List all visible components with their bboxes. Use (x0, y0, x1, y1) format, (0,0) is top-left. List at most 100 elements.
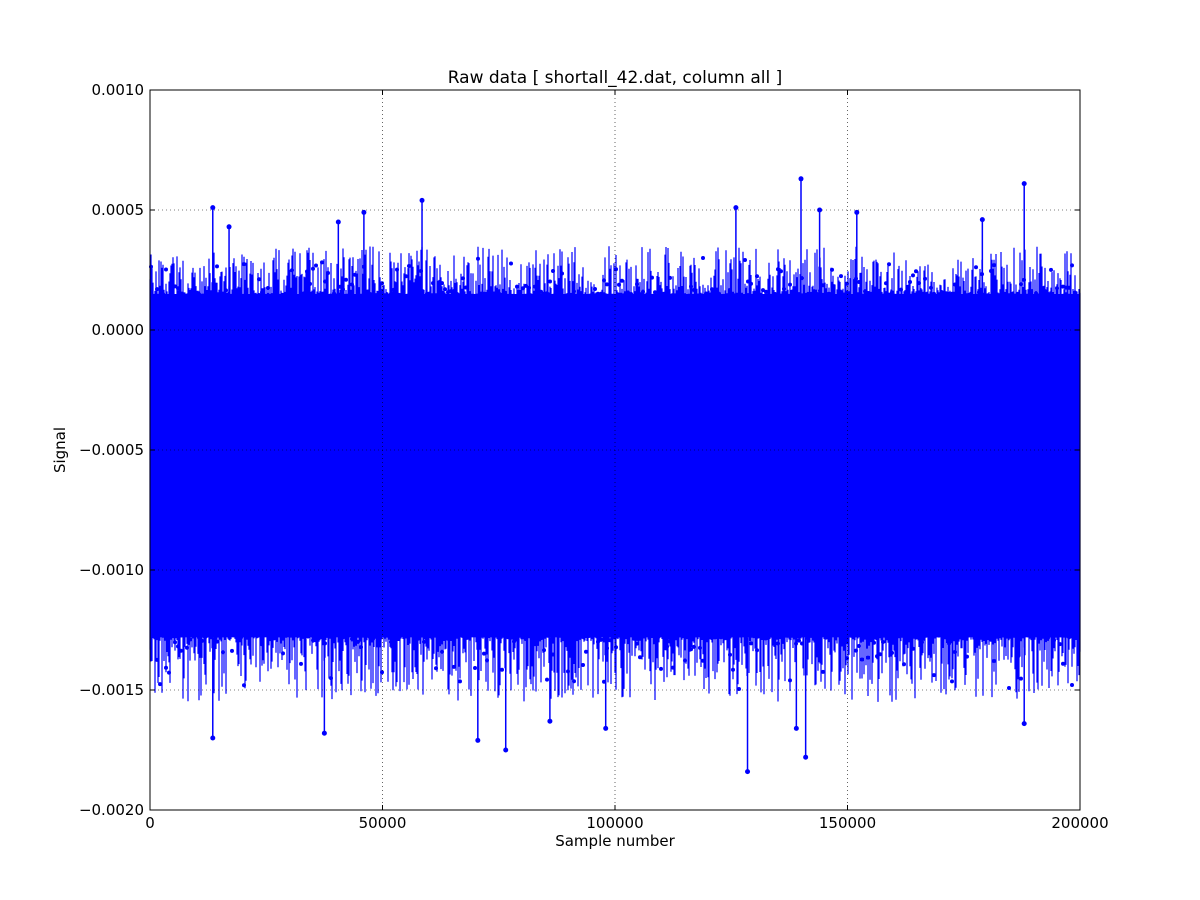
signal-marker (497, 291, 501, 296)
signal-marker (1070, 263, 1074, 268)
signal-marker (779, 269, 783, 274)
signal-marker (890, 650, 894, 655)
signal-marker (821, 669, 825, 674)
signal-marker (1043, 289, 1047, 294)
x-tick-label: 0 (145, 814, 155, 832)
signal-marker (215, 639, 219, 644)
signal-marker (728, 652, 732, 657)
y-tick-label: 0.0000 (92, 321, 145, 339)
signal-marker (572, 289, 576, 294)
signal-marker (368, 292, 372, 296)
signal-marker (200, 638, 204, 643)
signal-spike-marker (475, 737, 481, 743)
signal-marker (887, 262, 891, 267)
signal-spike-marker (979, 217, 985, 223)
signal-marker (425, 637, 429, 642)
signal-marker (392, 287, 396, 292)
signal-marker (710, 636, 714, 641)
signal-marker (857, 280, 861, 284)
signal-marker (974, 265, 978, 270)
signal-marker (551, 652, 555, 657)
signal-marker (1016, 291, 1020, 296)
signal-marker (443, 287, 447, 292)
signal-marker (260, 290, 264, 295)
signal-marker (533, 284, 537, 289)
signal-marker (245, 635, 249, 640)
signal-marker (527, 285, 531, 290)
signal-marker (515, 284, 519, 289)
signal-marker (701, 658, 705, 663)
y-tick-label: −0.0020 (79, 801, 144, 819)
signal-marker (155, 657, 159, 662)
signal-marker (716, 635, 720, 640)
signal-spike-marker (210, 735, 216, 741)
signal-marker (509, 261, 513, 266)
signal-marker (437, 642, 441, 647)
signal-marker (203, 635, 207, 640)
signal-marker (893, 635, 897, 640)
signal-marker (155, 287, 159, 292)
signal-marker (698, 645, 702, 650)
signal-marker (869, 291, 873, 296)
signal-marker (974, 636, 978, 641)
signal-marker (917, 635, 921, 640)
signal-marker (713, 635, 717, 640)
signal-marker (773, 292, 777, 296)
signal-marker (659, 291, 663, 295)
signal-marker (1067, 285, 1071, 290)
signal-marker (317, 635, 321, 640)
signal-marker (806, 635, 810, 640)
signal-marker (656, 635, 660, 640)
signal-marker (1067, 635, 1071, 640)
signal-marker (827, 291, 831, 296)
signal-marker (368, 635, 372, 640)
signal-marker (359, 645, 363, 650)
signal-marker (350, 637, 354, 641)
y-tick-label: 0.0010 (92, 81, 145, 99)
signal-marker (431, 281, 435, 286)
signal-marker (440, 649, 444, 654)
signal-marker (875, 654, 879, 659)
signal-marker (866, 291, 870, 295)
signal-marker (932, 291, 936, 296)
signal-marker (1016, 654, 1020, 659)
signal-marker (272, 636, 276, 641)
signal-marker (185, 645, 189, 650)
signal-marker (452, 289, 456, 293)
signal-marker (176, 644, 180, 649)
signal-marker (668, 275, 672, 280)
signal-marker (812, 636, 816, 641)
signal-marker (809, 291, 813, 296)
signal-marker (911, 646, 915, 651)
signal-marker (992, 659, 996, 663)
signal-marker (350, 282, 354, 287)
x-tick-label: 150000 (819, 814, 876, 832)
signal-marker (1061, 661, 1065, 666)
signal-marker (320, 260, 324, 265)
signal-marker (881, 640, 885, 644)
signal-marker (299, 661, 303, 666)
signal-marker (992, 263, 996, 268)
signal-marker (1001, 291, 1005, 295)
signal-marker (554, 288, 558, 293)
signal-marker (458, 679, 462, 684)
signal-marker (878, 652, 882, 657)
signal-marker (530, 635, 534, 640)
signal-marker (1046, 635, 1050, 640)
signal-marker (920, 640, 924, 645)
signal-marker (221, 650, 225, 655)
signal-spike-marker (817, 207, 823, 213)
signal-marker (902, 662, 906, 667)
signal-marker (761, 288, 765, 293)
signal-marker (941, 290, 945, 295)
signal-marker (692, 288, 696, 292)
signal-marker (899, 287, 903, 292)
signal-marker (776, 641, 780, 646)
signal-marker (260, 642, 264, 647)
signal-marker (605, 282, 609, 287)
signal-marker (626, 290, 630, 295)
signal-marker (188, 291, 192, 296)
signal-marker (215, 264, 219, 269)
signal-marker (461, 276, 465, 281)
signal-marker (356, 639, 360, 644)
